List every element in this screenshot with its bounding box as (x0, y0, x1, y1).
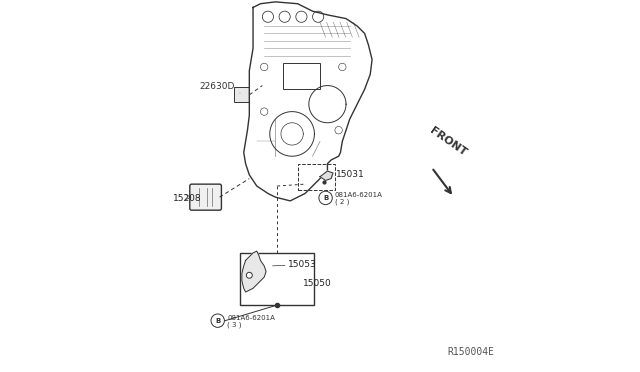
Text: B: B (323, 195, 328, 201)
Text: 081A6-6201A: 081A6-6201A (335, 192, 383, 198)
Text: R150004E: R150004E (448, 347, 495, 357)
Circle shape (211, 314, 225, 327)
FancyBboxPatch shape (190, 184, 221, 210)
Text: 15050: 15050 (303, 279, 332, 288)
Bar (298, 164, 335, 190)
Text: 081A6-6201A: 081A6-6201A (227, 315, 275, 321)
Text: 15031: 15031 (336, 170, 365, 179)
Polygon shape (320, 171, 333, 180)
Circle shape (246, 272, 252, 278)
Polygon shape (242, 251, 266, 292)
Bar (234, 87, 250, 102)
Circle shape (319, 191, 332, 205)
Text: 22630D: 22630D (199, 81, 240, 93)
Text: ( 2 ): ( 2 ) (335, 198, 349, 205)
Text: 15208: 15208 (173, 194, 202, 203)
Text: FRONT: FRONT (428, 126, 468, 158)
Bar (240, 253, 314, 305)
Text: ( 3 ): ( 3 ) (227, 321, 241, 328)
Text: B: B (215, 318, 220, 324)
Bar (283, 63, 320, 89)
Text: 15053: 15053 (289, 260, 317, 269)
